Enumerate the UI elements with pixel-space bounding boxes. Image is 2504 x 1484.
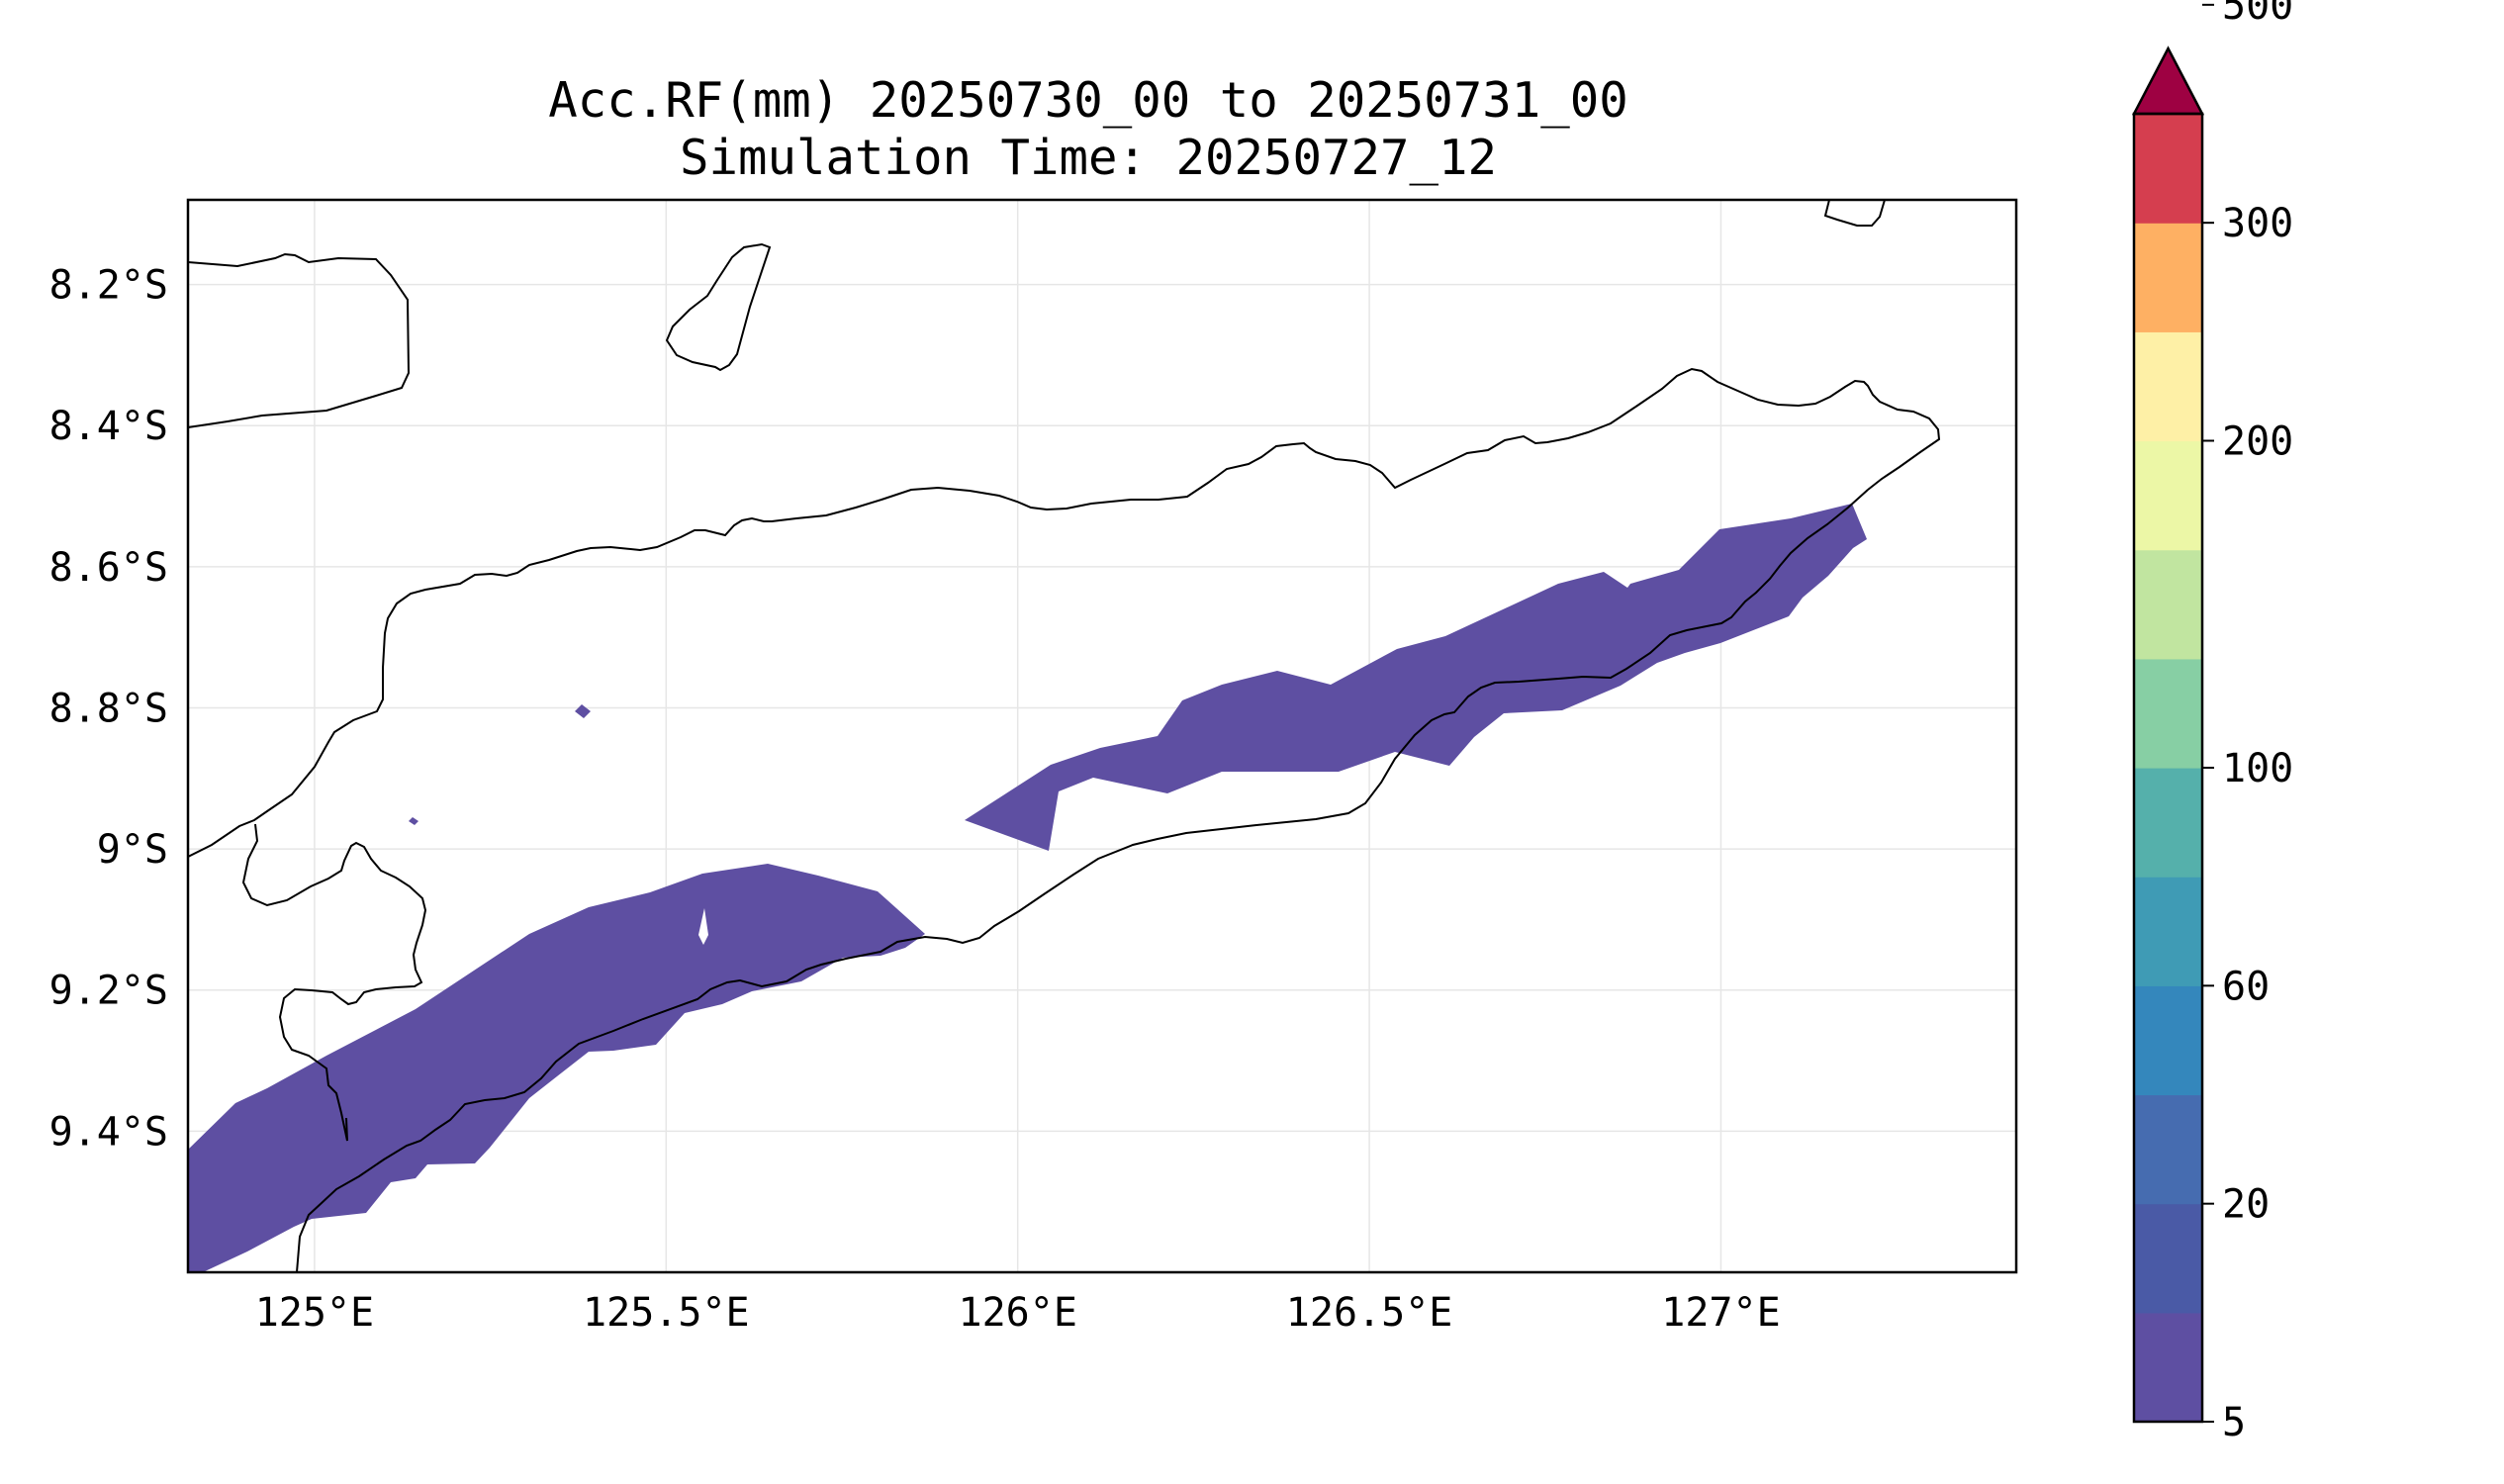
colorbar-tick-label-2: 60 [2222,964,2270,1009]
coastline-oecusse-border [241,823,427,1142]
colorbar-tick-label-3: 100 [2222,746,2293,791]
lon-tick-label-3: 126.5°E [1286,1290,1453,1336]
latitude-tick-labels: 8.2°S 8.4°S 8.6°S 8.8°S 9°S 9.2°S 9.4°S [49,263,168,1156]
colorbar-segment-0 [2134,1312,2202,1423]
colorbar-tick-label-4: 200 [2222,419,2293,465]
lon-tick-label-2: 126°E [958,1290,1076,1336]
coastline-top-right-islet [1823,200,1886,227]
colorbar-segment-11 [2134,114,2202,224]
gridlines [188,200,2016,1272]
coastline-flores-alor [188,252,411,428]
colorbar-segment-2 [2134,1094,2202,1205]
lat-tick-label-1: 8.4°S [49,404,168,449]
colorbar: 5 20 60 100 200 300 500 [2131,0,2293,1445]
coastline-timor-north [188,367,1941,858]
lat-tick-label-5: 9.2°S [49,969,168,1014]
colorbar-segment-9 [2134,331,2202,442]
colorbar-tick-label-5: 300 [2222,201,2293,246]
longitude-tick-labels: 125°E 125.5°E 126°E 126.5°E 127°E [255,1290,1781,1336]
colorbar-segment-7 [2134,549,2202,660]
rainfall-speck-small [575,704,591,718]
coastline-timor-south [296,489,1869,1272]
lat-tick-label-4: 9°S [97,827,168,873]
colorbar-segment-1 [2134,1203,2202,1314]
colorbar-segment-8 [2134,440,2202,551]
map-title-line2: Simulation Time: 20250727_12 [680,130,1497,186]
colorbar-segment-3 [2134,985,2202,1096]
rainfall-gap [698,908,708,945]
lat-tick-label-6: 9.4°S [49,1109,168,1155]
lat-tick-label-2: 8.6°S [49,545,168,591]
colorbar-segment-4 [2134,877,2202,986]
lat-tick-label-0: 8.2°S [49,263,168,309]
colorbar-segment-5 [2134,768,2202,878]
colorbar-tick-label-0: 5 [2222,1400,2246,1445]
rainfall-contours [188,504,1867,1272]
lon-tick-label-4: 127°E [1661,1290,1780,1336]
colorbar-segment-10 [2134,223,2202,332]
colorbar-extend-triangle [2131,46,2205,116]
coastlines [188,200,1941,1272]
colorbar-tick-label-6: 500 [2222,0,2293,29]
rainfall-area-east [965,504,1867,851]
rainfall-speck-tiny [409,817,418,825]
rainfall-area-west [188,864,925,1272]
colorbar-segment-6 [2134,658,2202,769]
coastline-atauro [665,242,772,372]
lon-tick-label-0: 125°E [255,1290,374,1336]
map-frame [186,198,2018,1274]
map-title-line1: Acc.RF(mm) 20250730_00 to 20250731_00 [548,72,1628,129]
colorbar-tick-label-1: 20 [2222,1182,2270,1228]
lon-tick-label-1: 125.5°E [583,1290,750,1336]
lat-tick-label-3: 8.8°S [49,686,168,731]
